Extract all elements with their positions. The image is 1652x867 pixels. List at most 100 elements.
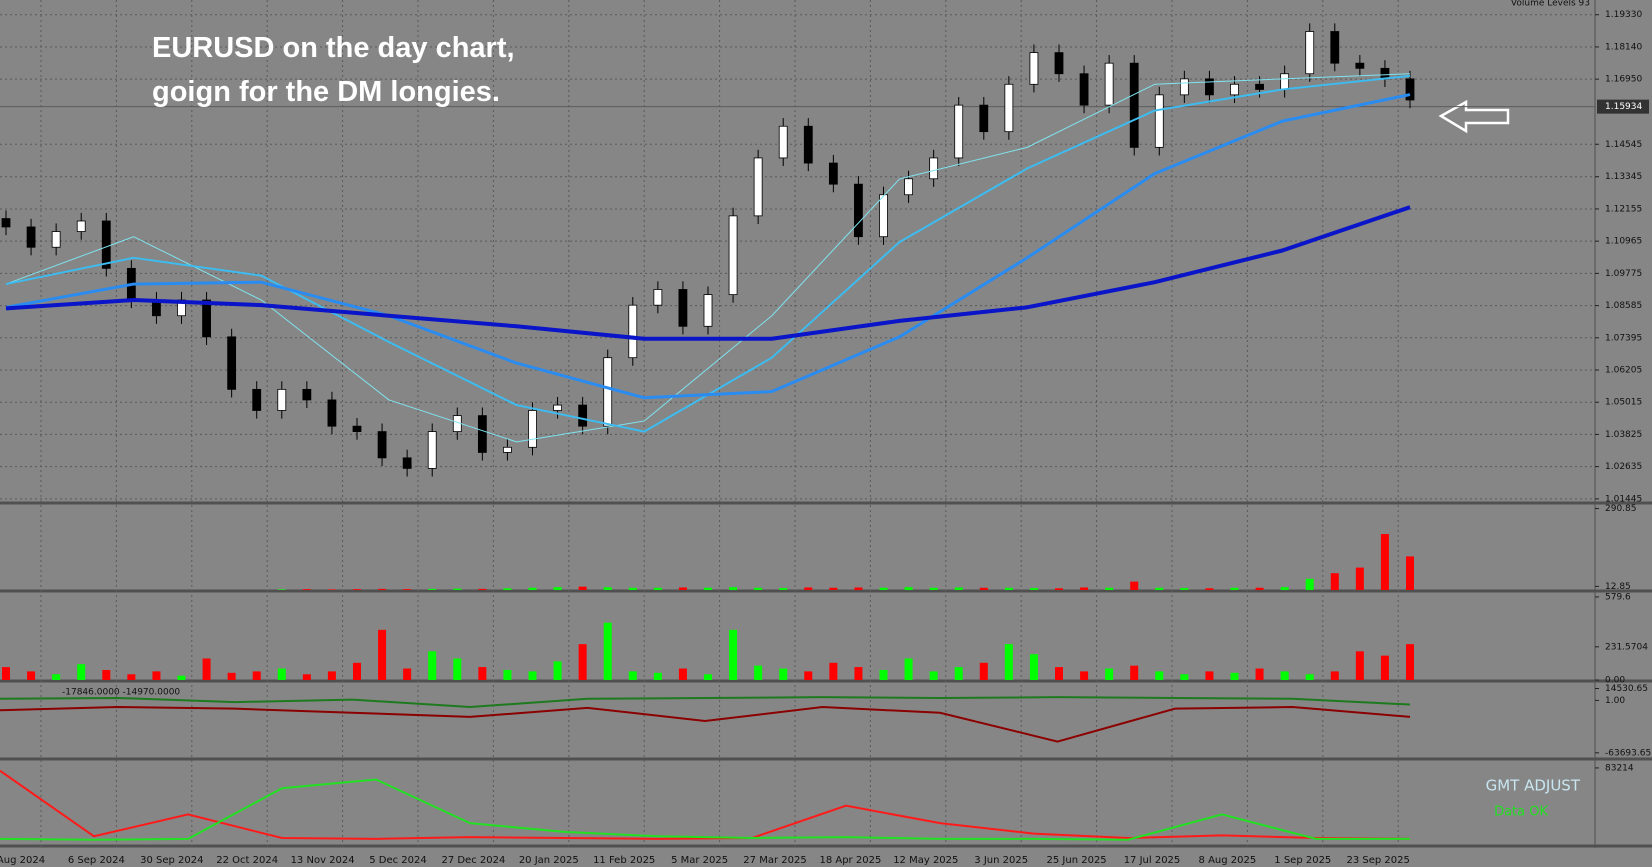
- volume-bar: [428, 588, 437, 590]
- date-label: 30 Sep 2024: [140, 855, 203, 866]
- candle-body: [327, 399, 337, 427]
- y-tick-label: 1.01445: [1605, 494, 1642, 504]
- candle-body: [603, 357, 613, 427]
- date-label: 25 Jun 2025: [1047, 855, 1107, 866]
- volume-bar: [327, 589, 336, 590]
- volume-bar: [1180, 674, 1189, 680]
- volume-bar: [353, 589, 361, 590]
- y-tick-label: 12.85: [1605, 582, 1631, 592]
- volume-bar: [52, 674, 61, 680]
- y-tick-label: 1.05015: [1605, 398, 1642, 408]
- date-label: 11 Feb 2025: [593, 855, 655, 866]
- volume-bar: [904, 587, 913, 590]
- candle-body: [929, 157, 939, 180]
- candle-body: [678, 289, 688, 327]
- date-label: 27 Mar 2025: [743, 855, 806, 866]
- volume-bar: [1330, 573, 1339, 590]
- candle-body: [979, 104, 989, 133]
- candle-body: [728, 215, 738, 296]
- volume-bar: [378, 588, 387, 590]
- candle-body: [879, 194, 888, 238]
- date-label: 17 Jul 2025: [1124, 855, 1181, 866]
- candle-body: [427, 431, 437, 469]
- candle-body: [202, 299, 211, 338]
- y-tick-label: -63693.65: [1605, 748, 1651, 758]
- date-label: 1 Sep 2025: [1274, 855, 1331, 866]
- candle-body: [227, 336, 237, 390]
- volume-bar: [478, 667, 487, 680]
- volume-bar: [1155, 587, 1164, 590]
- candle-body: [1330, 31, 1340, 64]
- candle-body: [277, 388, 287, 411]
- volume-bar: [1205, 671, 1214, 680]
- y-tick-label: 579.6: [1605, 592, 1631, 602]
- volume-bar: [202, 658, 211, 680]
- volume-bar: [1105, 668, 1114, 680]
- volume-bar: [277, 668, 286, 680]
- volume-bar: [804, 671, 813, 680]
- volume-bar: [979, 587, 988, 590]
- candle-body: [528, 410, 537, 448]
- y-tick-label: 1.09775: [1605, 269, 1642, 279]
- volume-bar: [854, 667, 863, 680]
- volume-bar: [277, 589, 286, 590]
- volume-bar: [1406, 644, 1414, 680]
- volume-bar: [1205, 588, 1214, 590]
- y-tick-label: 1.03825: [1605, 430, 1642, 440]
- volume-bar: [1130, 581, 1139, 590]
- volume-bar: [553, 661, 562, 680]
- candle-body: [753, 157, 763, 217]
- candle-body: [1305, 31, 1315, 75]
- volume-bar: [327, 671, 336, 680]
- volume-bar: [678, 668, 687, 680]
- date-label: 6 Sep 2024: [68, 855, 125, 866]
- volume-bar: [1380, 534, 1389, 590]
- indicator-label: Volume Levels 93: [1511, 0, 1590, 9]
- y-tick-label: 290.85: [1605, 504, 1637, 514]
- volume-bar: [1130, 665, 1139, 680]
- candle-body: [1179, 78, 1189, 96]
- candle-body: [1405, 78, 1415, 101]
- date-label: 22 Oct 2024: [216, 855, 278, 866]
- date-label: 27 Dec 2024: [441, 855, 505, 866]
- date-label: 5 Dec 2024: [369, 855, 427, 866]
- y-tick-label: 14530.65: [1605, 684, 1648, 694]
- volume-bar: [879, 587, 888, 590]
- candle-body: [377, 431, 387, 459]
- y-tick-label: 1.07395: [1605, 333, 1642, 343]
- volume-bar: [478, 588, 487, 590]
- volume-bar: [302, 589, 311, 590]
- y-tick-label: 1.14545: [1605, 140, 1642, 150]
- volume-bar: [378, 629, 387, 680]
- volume-bar: [1330, 671, 1339, 680]
- y-tick-label: 1.18140: [1605, 42, 1642, 52]
- volume-bar: [729, 587, 738, 590]
- candle-body: [302, 388, 312, 401]
- candle-body: [1, 218, 11, 228]
- y-tick-label: 0.00: [1605, 676, 1625, 686]
- candle-body: [51, 231, 61, 248]
- candle-body: [1054, 52, 1064, 75]
- candle-body: [954, 104, 964, 159]
- candle-body: [628, 304, 638, 359]
- volume-bar: [929, 671, 938, 680]
- volume-bar: [227, 672, 236, 680]
- volume-bar: [979, 662, 988, 680]
- y-tick-label: 83214: [1605, 763, 1634, 773]
- candle-body: [1129, 62, 1139, 148]
- volume-bar: [1029, 588, 1038, 590]
- volume-bar: [528, 587, 537, 590]
- candle-body: [578, 404, 588, 427]
- candle-body: [1230, 83, 1239, 96]
- volume-bar: [779, 668, 788, 680]
- indicator-line: [0, 696, 1411, 709]
- y-tick-label: 1.10965: [1605, 237, 1642, 247]
- volume-bar: [1004, 644, 1013, 680]
- candle-body: [1104, 62, 1114, 106]
- moving-average: [5, 73, 1411, 443]
- date-label: 3 Jun 2025: [974, 855, 1028, 866]
- volume-bar: [1380, 655, 1389, 680]
- candle-body: [1029, 52, 1039, 85]
- candle-body: [828, 162, 838, 185]
- y-tick-label: 231.5704: [1605, 642, 1648, 652]
